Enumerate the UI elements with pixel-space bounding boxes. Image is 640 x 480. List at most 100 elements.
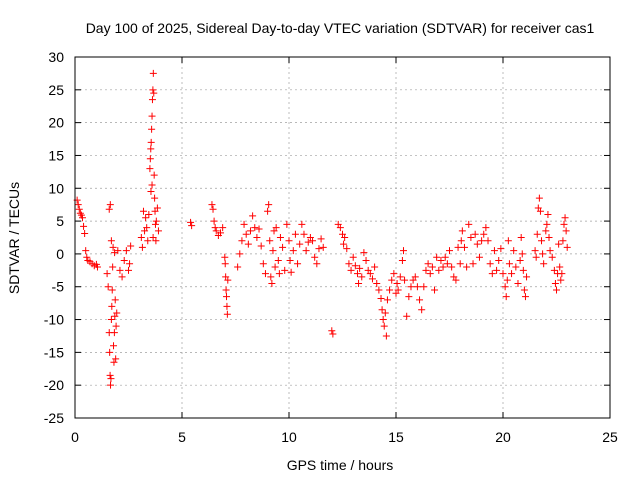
data-point (495, 256, 503, 264)
data-point (431, 286, 439, 294)
data-point (501, 283, 509, 291)
data-point (217, 229, 225, 237)
data-point (107, 237, 115, 245)
y-tick-label: 0 (56, 246, 64, 262)
data-point (253, 234, 261, 241)
data-point (118, 273, 126, 281)
data-point (279, 243, 287, 251)
data-point (539, 250, 547, 258)
data-point (396, 273, 404, 281)
data-point (221, 253, 229, 261)
data-point (480, 230, 488, 238)
x-axis-label: GPS time / hours (287, 457, 394, 473)
data-point (551, 279, 559, 287)
data-point (274, 256, 282, 264)
y-tick-label: 20 (48, 115, 64, 131)
data-point (381, 309, 389, 317)
data-point (452, 276, 460, 284)
data-point (271, 263, 279, 271)
data-point (435, 266, 443, 274)
data-point (351, 262, 359, 270)
data-point (106, 201, 114, 209)
data-point (147, 138, 155, 146)
data-point (362, 256, 370, 264)
data-point (291, 230, 299, 238)
data-point (261, 270, 269, 278)
data-point (255, 225, 263, 233)
data-point (454, 243, 462, 251)
data-point (407, 283, 415, 291)
y-tick-label: -5 (52, 279, 65, 295)
data-point (439, 263, 447, 271)
data-point (403, 312, 411, 320)
data-point (149, 69, 157, 77)
data-point (112, 355, 120, 363)
data-point (147, 188, 155, 196)
data-point (296, 240, 304, 248)
data-point (358, 273, 366, 281)
data-point (103, 270, 111, 278)
data-point (550, 266, 558, 274)
data-point (433, 253, 441, 261)
data-point (112, 322, 120, 330)
data-point (441, 253, 449, 261)
data-point (148, 96, 156, 104)
data-point (151, 194, 159, 202)
data-point (286, 256, 294, 264)
data-point (545, 234, 553, 241)
data-point (223, 302, 231, 310)
data-point (543, 220, 551, 228)
data-point (482, 224, 490, 232)
data-point (275, 270, 283, 278)
data-point (110, 329, 118, 337)
data-point (110, 358, 118, 366)
data-point (302, 247, 310, 255)
data-point (413, 283, 421, 291)
data-point (499, 270, 507, 278)
data-point (114, 247, 122, 255)
data-point (146, 165, 154, 173)
data-point (148, 125, 156, 133)
data-point (424, 260, 432, 268)
data-point (283, 220, 291, 228)
data-point (242, 230, 250, 238)
data-point (264, 207, 272, 215)
data-point (405, 293, 413, 301)
data-point (378, 306, 386, 314)
data-point (542, 227, 550, 235)
data-point (379, 316, 387, 324)
data-point (148, 181, 156, 189)
data-point (373, 279, 381, 287)
data-point (490, 247, 498, 255)
data-point (540, 260, 548, 268)
data-point (188, 222, 196, 230)
data-point (394, 286, 402, 294)
data-point (287, 268, 295, 276)
data-point (399, 247, 407, 255)
data-point (108, 302, 116, 310)
data-point (349, 253, 357, 261)
data-point (83, 253, 91, 261)
data-point (519, 266, 527, 274)
data-point (150, 89, 158, 97)
data-point (75, 205, 83, 213)
x-tick-label: 20 (495, 429, 511, 445)
plot-frame (74, 56, 611, 419)
data-point (517, 234, 525, 241)
y-tick-label: -25 (44, 410, 64, 426)
data-point (251, 224, 259, 232)
y-tick-label: 30 (48, 49, 64, 65)
data-point (149, 86, 157, 94)
data-point (559, 237, 567, 245)
data-point (371, 263, 379, 271)
data-point (212, 227, 220, 235)
data-point (285, 237, 293, 245)
y-tick-label: -20 (44, 377, 64, 393)
data-point (187, 218, 195, 226)
data-point (497, 245, 505, 253)
data-point (246, 227, 254, 235)
data-point (558, 270, 566, 278)
data-point (556, 263, 564, 271)
data-point (113, 309, 121, 317)
